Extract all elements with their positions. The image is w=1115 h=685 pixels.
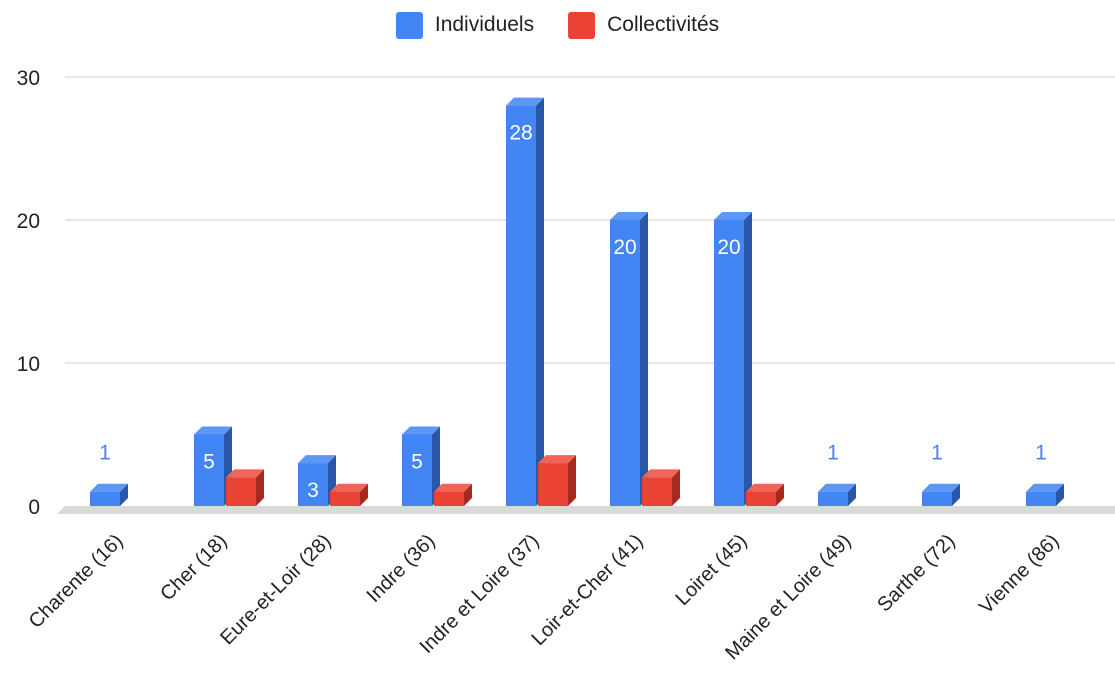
bar-top <box>330 483 368 492</box>
bar-side <box>672 469 680 506</box>
bar-side <box>1056 483 1064 506</box>
bar-top <box>434 483 472 492</box>
y-tick-label: 10 <box>17 353 40 376</box>
bar <box>746 491 776 506</box>
x-tick-label: Eure-et-Loir (28) <box>216 530 335 649</box>
bar-side <box>744 212 752 506</box>
bar-side <box>776 483 784 506</box>
y-tick-label: 20 <box>17 210 40 233</box>
bar <box>434 491 464 506</box>
bar <box>714 220 744 506</box>
data-label: 1 <box>827 442 839 465</box>
legend-label-collectivites: Collectivités <box>607 13 720 36</box>
legend-swatch-individuels <box>395 11 423 39</box>
bar-top <box>642 469 680 478</box>
bar <box>818 491 848 506</box>
bar-top <box>610 212 648 220</box>
bar-top <box>298 455 336 464</box>
legend-label-individuels: Individuels <box>434 13 535 36</box>
bar <box>610 220 640 506</box>
x-tick-label: Cher (18) <box>156 530 231 605</box>
bar-top <box>922 483 960 492</box>
bar-top <box>226 469 264 478</box>
x-tick-label: Sarthe (72) <box>873 530 959 616</box>
bar <box>330 491 360 506</box>
chart-floor <box>57 506 1115 514</box>
x-tick-label: Loir-et-Cher (41) <box>527 530 647 650</box>
y-tick-label: 0 <box>28 496 40 519</box>
data-label: 1 <box>931 442 943 465</box>
legend-item-collectivites[interactable]: Collectivités <box>568 11 720 39</box>
bar <box>402 434 432 506</box>
data-label: 5 <box>203 451 215 474</box>
bar-top <box>714 212 752 220</box>
bar-top <box>90 483 128 492</box>
bar <box>1026 491 1056 506</box>
bar-side <box>360 483 368 506</box>
data-label: 20 <box>613 236 636 259</box>
bar-top <box>506 97 544 106</box>
bar-top <box>1026 483 1064 492</box>
y-tick-label: 30 <box>17 67 40 90</box>
data-label: 1 <box>1035 442 1047 465</box>
bar-top <box>746 483 784 492</box>
x-tick-label: Vienne (86) <box>975 530 1063 618</box>
bar <box>642 477 672 506</box>
data-label: 20 <box>717 236 740 259</box>
data-label: 1 <box>99 442 111 465</box>
legend-item-individuels[interactable]: Individuels <box>395 11 535 39</box>
bar-side <box>120 483 128 506</box>
data-label: 3 <box>307 479 319 502</box>
legend: Individuels Collectivités <box>0 10 1115 40</box>
bar-top <box>818 483 856 492</box>
data-label: 28 <box>509 122 532 145</box>
bar <box>298 463 328 506</box>
bar <box>506 105 536 506</box>
bar-top <box>402 426 440 435</box>
x-tick-label: Indre (36) <box>363 530 440 607</box>
bar <box>194 434 224 506</box>
bar <box>90 491 120 506</box>
bar-side <box>640 212 648 506</box>
bar-side <box>432 426 440 506</box>
bar-side <box>952 483 960 506</box>
bar-side <box>464 483 472 506</box>
bar <box>922 491 952 506</box>
x-tick-label: Loiret (45) <box>672 530 752 610</box>
bar <box>538 463 568 506</box>
bar-side <box>536 97 544 506</box>
bar-side <box>568 455 576 506</box>
data-label: 5 <box>411 451 423 474</box>
x-tick-label: Charente (16) <box>25 530 128 633</box>
bar-top <box>538 455 576 464</box>
bar-side <box>256 469 264 506</box>
bar-side <box>848 483 856 506</box>
bar <box>226 477 256 506</box>
legend-swatch-collectivites <box>568 11 596 39</box>
bar-top <box>194 426 232 435</box>
